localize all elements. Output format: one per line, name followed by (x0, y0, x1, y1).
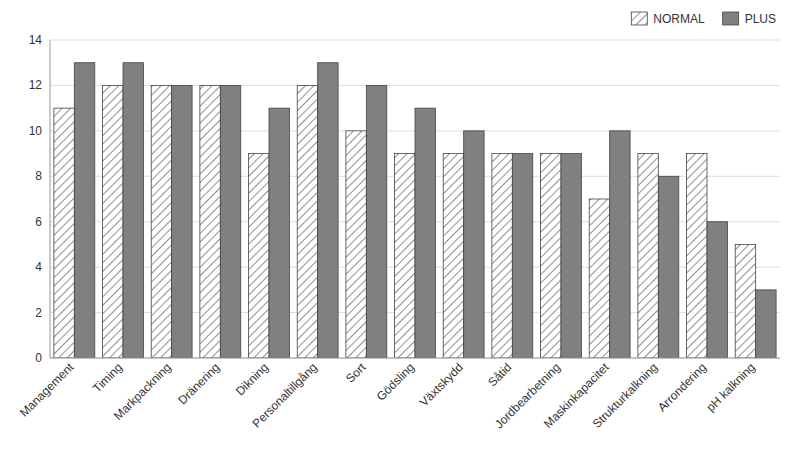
bar (464, 131, 484, 358)
bar (415, 108, 435, 358)
bar (200, 85, 220, 358)
y-axis-line (50, 40, 51, 358)
legend-swatch (723, 12, 739, 25)
grid (50, 40, 780, 358)
y-tick-label: 6 (35, 215, 42, 229)
bar (346, 131, 366, 358)
bar (638, 154, 658, 358)
x-tick-label: Strukturkalkning (590, 360, 661, 431)
legend-label: NORMAL (653, 12, 705, 26)
x-tick-label: Arrondering (655, 360, 709, 414)
bar (541, 154, 561, 358)
bar (395, 154, 415, 358)
bar (249, 154, 269, 358)
y-tick-label: 14 (29, 33, 43, 47)
bar (443, 154, 463, 358)
x-tick-label: Timing (90, 360, 125, 395)
bar (512, 154, 532, 358)
bar (735, 244, 755, 358)
bar (687, 154, 707, 358)
legend-swatch (631, 12, 647, 25)
legend: NORMAL PLUS (631, 12, 776, 26)
y-tick-label: 0 (35, 351, 42, 365)
bar (658, 176, 678, 358)
bar (561, 154, 581, 358)
bar (366, 85, 386, 358)
y-tick-label: 4 (35, 260, 42, 274)
chart-container: 02468101214ManagementTimingMarkpackningD… (0, 0, 796, 454)
bar (756, 290, 776, 358)
x-tick-label: Dränering (175, 360, 222, 407)
y-tick-label: 10 (29, 124, 43, 138)
bar (103, 85, 123, 358)
x-tick-label: Gödsling (374, 360, 417, 403)
bar (54, 108, 74, 358)
x-tick-label: Management (17, 360, 77, 420)
bar (269, 108, 289, 358)
bar (220, 85, 240, 358)
bar (610, 131, 630, 358)
bar (172, 85, 192, 358)
x-tick-label: pH kalkning (704, 360, 758, 414)
legend-item: PLUS (723, 12, 776, 26)
bar (151, 85, 171, 358)
chart-svg: 02468101214ManagementTimingMarkpackningD… (0, 0, 796, 454)
bar (589, 199, 609, 358)
legend-item: NORMAL (631, 12, 705, 26)
grid-line (50, 358, 780, 359)
legend-label: PLUS (745, 12, 776, 26)
x-tick-label: Markpackning (111, 360, 174, 423)
bar (707, 222, 727, 358)
x-tick-label: Dikning (233, 360, 271, 398)
y-tick-label: 2 (35, 306, 42, 320)
bar (74, 63, 94, 358)
x-tick-label: Växtskydd (417, 360, 466, 409)
bar (492, 154, 512, 358)
y-tick-label: 12 (29, 78, 43, 92)
bars (54, 63, 776, 358)
bar (123, 63, 143, 358)
x-tick-label: Såtid (485, 360, 514, 389)
x-tick-label: Personaltillgång (250, 360, 320, 430)
x-axis-line (50, 358, 780, 359)
bar (297, 85, 317, 358)
x-tick-label: Sort (343, 360, 369, 386)
y-tick-label: 8 (35, 169, 42, 183)
bar (318, 63, 338, 358)
grid-line (50, 40, 780, 41)
